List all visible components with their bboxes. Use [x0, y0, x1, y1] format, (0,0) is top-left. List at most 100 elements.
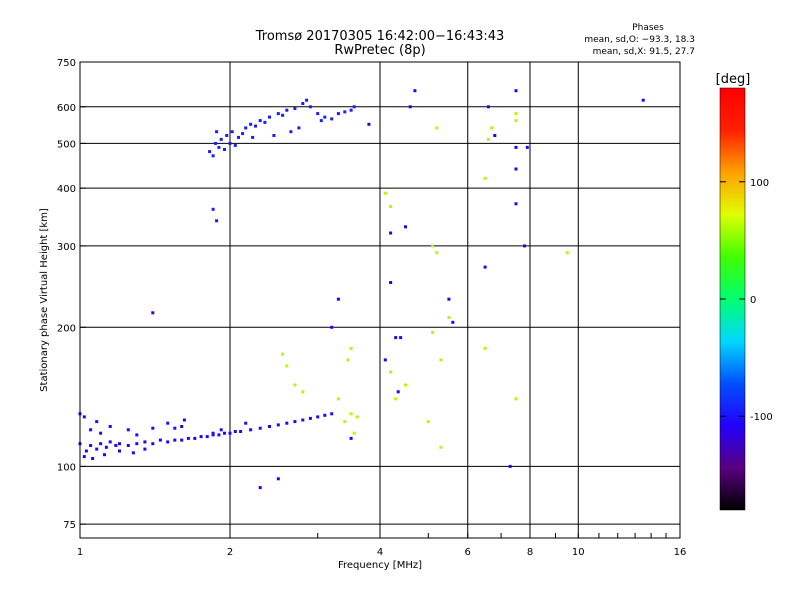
data-point: [182, 418, 186, 422]
data-point: [211, 207, 215, 211]
data-point: [399, 336, 403, 340]
data-point: [258, 426, 262, 430]
data-point: [483, 265, 487, 269]
data-point: [293, 383, 297, 387]
data-point: [99, 442, 103, 446]
x-tick-label: 10: [572, 547, 585, 558]
y-tick-label: 500: [57, 139, 76, 150]
data-points: [78, 89, 645, 490]
data-point: [233, 430, 237, 433]
data-point: [276, 477, 280, 481]
data-point: [293, 420, 297, 424]
data-point: [219, 428, 223, 432]
data-point: [244, 126, 248, 130]
y-tick-label: 75: [63, 520, 76, 531]
x-tick-label: 8: [527, 547, 533, 558]
data-point: [95, 447, 99, 451]
data-point: [352, 431, 356, 435]
y-tick-label: 600: [57, 103, 76, 114]
data-point: [525, 145, 529, 149]
data-point: [389, 205, 393, 208]
data-point: [451, 320, 455, 324]
data-point: [508, 464, 512, 468]
data-point: [523, 244, 526, 248]
data-point: [394, 336, 398, 340]
stats-line-x: mean, sd,X: 91.5, 27.7: [593, 47, 695, 57]
data-point: [108, 440, 112, 444]
x-tick-label: 4: [377, 547, 383, 558]
data-point: [404, 383, 407, 387]
data-point: [143, 447, 147, 451]
data-point: [135, 433, 139, 437]
data-point: [82, 455, 86, 459]
data-point: [289, 130, 293, 134]
data-point: [565, 251, 569, 255]
data-point: [319, 119, 323, 123]
data-point: [323, 115, 327, 119]
data-point: [330, 412, 334, 416]
data-point: [408, 105, 412, 109]
data-point: [435, 251, 439, 255]
data-point: [343, 110, 347, 114]
data-point: [131, 451, 135, 455]
data-point: [346, 358, 350, 362]
data-point: [293, 107, 297, 110]
plot-grid: [80, 62, 680, 538]
data-point: [514, 112, 518, 116]
data-point: [297, 126, 301, 130]
data-point: [230, 130, 234, 134]
data-point: [208, 150, 212, 154]
data-point: [285, 364, 289, 368]
data-point: [349, 436, 353, 440]
data-point: [483, 346, 487, 350]
data-point: [323, 413, 327, 417]
data-point: [308, 416, 312, 420]
colorbar-label: [deg]: [716, 72, 751, 87]
data-point: [166, 440, 170, 444]
data-point: [486, 105, 490, 109]
data-point: [447, 316, 451, 319]
data-point: [426, 420, 430, 424]
data-point: [355, 415, 359, 419]
data-point: [91, 457, 95, 460]
data-point: [249, 428, 253, 432]
data-point: [486, 137, 490, 141]
data-point: [383, 358, 387, 362]
data-point: [316, 112, 320, 116]
data-point: [82, 415, 86, 419]
data-point: [285, 108, 289, 112]
data-point: [211, 433, 215, 437]
data-point: [349, 346, 353, 350]
data-point: [223, 148, 226, 151]
data-point: [276, 112, 280, 116]
data-point: [276, 423, 280, 427]
data-point: [103, 453, 106, 457]
data-point: [281, 113, 285, 117]
data-point: [389, 281, 393, 284]
data-point: [233, 143, 237, 147]
colorbar-tick-label: -100: [750, 412, 773, 423]
y-tick-label: 400: [57, 184, 76, 195]
data-point: [336, 397, 340, 401]
data-point: [308, 105, 312, 109]
data-point: [126, 444, 130, 447]
data-point: [215, 130, 219, 134]
y-axis: 75 100 200 300 400 500 600 750: [57, 58, 86, 531]
data-point: [228, 431, 232, 435]
y-tick-label: 300: [57, 242, 76, 253]
data-point: [514, 202, 518, 206]
data-point: [431, 244, 435, 248]
data-point: [258, 119, 262, 123]
y-tick-label: 750: [57, 58, 76, 69]
data-point: [389, 370, 393, 374]
colorbar-tick-label: 100: [750, 178, 769, 189]
data-point: [352, 105, 356, 109]
data-point: [514, 89, 518, 93]
data-point: [118, 442, 121, 446]
data-point: [244, 421, 248, 425]
data-point: [254, 124, 257, 128]
data-point: [228, 141, 232, 145]
data-point: [514, 167, 518, 171]
data-point: [396, 390, 400, 394]
data-point: [404, 225, 407, 229]
